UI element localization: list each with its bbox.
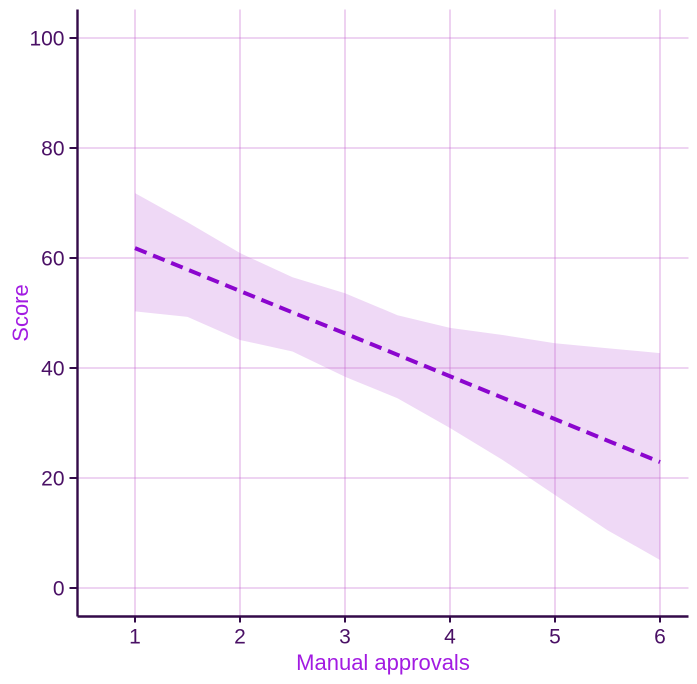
ci-band-layer — [135, 193, 660, 560]
x-tick-label-1: 1 — [129, 626, 141, 649]
y-tick-label-40: 40 — [41, 358, 64, 381]
axis-layer — [76, 9, 689, 618]
tick-mark-layer — [69, 37, 661, 623]
y-tick-label-20: 20 — [41, 468, 64, 491]
x-tick-label-5: 5 — [549, 626, 561, 649]
regression-line — [134, 246, 661, 464]
x-tick-label-6: 6 — [654, 626, 666, 649]
series-layer — [134, 246, 661, 464]
y-axis-title: Score — [8, 284, 33, 341]
x-tick-label-2: 2 — [234, 626, 246, 649]
y-tick-label-100: 100 — [29, 28, 64, 51]
tick-label-layer: 0 20 40 60 80 100 1 2 3 4 5 6 — [29, 28, 665, 649]
y-tick-label-80: 80 — [41, 138, 64, 161]
confidence-band — [135, 193, 660, 560]
x-tick-label-4: 4 — [444, 626, 456, 649]
x-tick-label-3: 3 — [339, 626, 351, 649]
grid-layer — [77, 9, 689, 617]
y-tick-label-0: 0 — [53, 578, 65, 601]
x-axis-title: Manual approvals — [296, 650, 470, 675]
y-tick-label-60: 60 — [41, 248, 64, 271]
